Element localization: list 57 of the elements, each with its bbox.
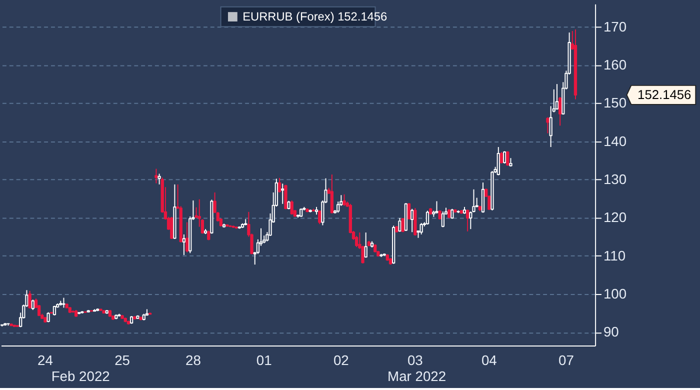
y-tick-label: 130 <box>603 170 627 187</box>
x-tick-label: 01 <box>256 352 272 368</box>
candlestick <box>31 299 34 310</box>
candlestick <box>398 218 402 232</box>
candlestick <box>182 234 186 256</box>
candlestick <box>448 208 451 219</box>
x-tick-label: 28 <box>185 352 202 368</box>
y-tick-label: 140 <box>603 132 627 149</box>
candlestick <box>28 290 32 309</box>
candlestick <box>407 202 411 220</box>
candlestick <box>290 200 294 216</box>
candlestick <box>410 208 414 233</box>
candlestick <box>401 218 404 233</box>
candlestick <box>549 106 552 148</box>
x-tick-label: 07 <box>558 352 574 368</box>
candlestick <box>185 222 189 253</box>
candlestick <box>318 210 322 225</box>
text: 152.1456 <box>638 86 692 102</box>
candlestick <box>364 232 368 258</box>
x-tick-label: 02 <box>333 352 350 368</box>
y-tick-label: 150 <box>603 94 627 111</box>
candlestick <box>420 222 423 235</box>
text: Mar 2022 <box>388 368 446 384</box>
candlestick <box>281 183 284 204</box>
candlestick <box>342 194 346 206</box>
candlestick <box>500 151 504 164</box>
candlestick <box>435 200 438 214</box>
candlestick <box>158 173 161 185</box>
legend-label: EURRUB (Forex) 152.1456 <box>242 10 388 24</box>
x-tick-label: 04 <box>481 352 498 368</box>
y-tick-label: 100 <box>603 285 627 302</box>
candlestick <box>441 211 444 228</box>
y-tick-label: 110 <box>603 247 626 264</box>
candlestick <box>330 174 334 214</box>
y-tick-label: 160 <box>603 56 627 72</box>
candlestick <box>558 96 562 126</box>
candlestick <box>502 150 506 164</box>
candlestick <box>278 177 282 193</box>
candlestick <box>481 182 485 214</box>
x-tick-label: 25 <box>114 352 130 368</box>
text: Feb 2022 <box>51 368 110 384</box>
y-tick-label: 90 <box>603 324 620 340</box>
candlestick <box>450 208 454 220</box>
candlestick <box>426 210 430 225</box>
x-tick-label: 24 <box>38 352 54 368</box>
candlestick <box>506 150 510 166</box>
y-tick-label: 170 <box>603 18 627 34</box>
candlestick <box>546 116 550 134</box>
candlestick <box>466 209 470 232</box>
x-tick-label: 03 <box>407 352 424 368</box>
candlestick <box>355 235 358 248</box>
candlestick <box>496 146 500 176</box>
candlestick <box>154 168 158 184</box>
y-tick-label: 120 <box>603 209 627 226</box>
candlestick <box>62 297 66 308</box>
candlestick <box>170 216 174 240</box>
candlestick <box>555 84 559 110</box>
